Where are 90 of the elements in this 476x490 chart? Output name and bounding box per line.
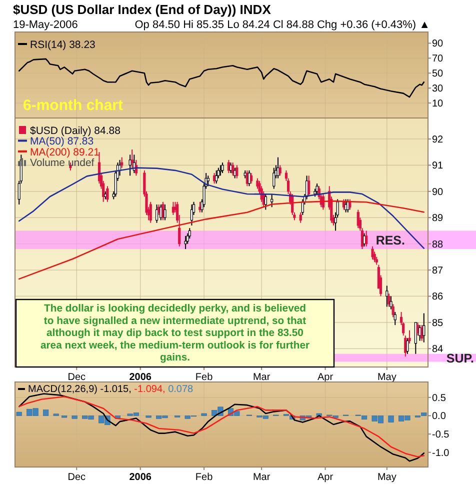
- candlestick: [155, 204, 158, 224]
- chart-subtitle: 19-May-2006: [13, 19, 78, 31]
- candlestick: [270, 194, 274, 208]
- candlestick: [219, 164, 222, 176]
- y-tick-label: 89: [432, 213, 444, 224]
- candlestick: [206, 175, 210, 187]
- x-tick-label: Feb: [195, 472, 214, 483]
- candlestick: [371, 246, 374, 260]
- candlestick: [388, 293, 390, 308]
- x-tick-label: May: [377, 472, 396, 483]
- legend-label: MA(200) 89.21: [30, 146, 100, 158]
- note-box: The dollar is looking decidedly perky, and is believed to have signalled a new intermediate uptrend, so that although it may dip back to test support in the 83.50 area next week, the medium-term outlook is for further gains.: [15, 298, 335, 368]
- candlestick: [120, 156, 124, 168]
- x-tick-label: Apr: [317, 372, 334, 383]
- legend-label: $USD (Daily) 84.88: [30, 125, 121, 137]
- y-tick-label: 92: [432, 134, 444, 146]
- candlestick: [299, 212, 302, 224]
- candlestick: [164, 204, 166, 221]
- candlestick: [406, 338, 409, 354]
- y-tick-label: -0.5: [432, 430, 450, 441]
- x-tick-label: May: [377, 372, 396, 383]
- candlestick: [236, 164, 238, 179]
- y-tick-label: 87: [432, 266, 444, 277]
- legend-label: MA(50) 87.83: [30, 136, 94, 148]
- candlestick: [278, 164, 282, 176]
- annotation: 6-month chart: [23, 97, 124, 114]
- x-tick-label: 2006: [129, 372, 152, 383]
- candlestick: [390, 296, 392, 310]
- candlestick: [394, 311, 396, 326]
- y-tick-label: 10: [432, 98, 444, 110]
- bar: [43, 410, 49, 416]
- y-tick-label: 88: [432, 239, 444, 250]
- candlestick: [232, 162, 234, 176]
- y-tick-label: -1.0: [432, 448, 450, 459]
- bar: [316, 413, 322, 416]
- y-tick-label: 86: [432, 292, 444, 303]
- candlestick: [130, 148, 134, 168]
- bar: [388, 416, 394, 422]
- candlestick: [256, 178, 259, 190]
- annotation: Volume undef: [30, 157, 94, 170]
- x-tick-label: Apr: [317, 472, 334, 483]
- text: Op 84.50 Hi 85.35 Lo 84.24 Cl 84.88 Chg +0.36 (+0.43%) ▲: [134, 19, 430, 31]
- candlestick: [356, 209, 360, 229]
- candlestick: [184, 235, 187, 250]
- text: -1.094,: [131, 384, 166, 395]
- candlestick: [264, 194, 267, 210]
- bar: [16, 412, 22, 416]
- candlestick: [416, 322, 420, 336]
- y-tick-label: 90: [432, 186, 444, 198]
- legend-label: RSI(14) 38.23: [30, 39, 96, 51]
- candlestick: [276, 156, 280, 179]
- y-tick-label: 0.5: [432, 392, 446, 404]
- y-tick-label: 70: [432, 54, 444, 65]
- bar: [201, 413, 207, 416]
- y-tick-label: 30: [432, 84, 444, 95]
- y-tick-label: 85: [432, 318, 444, 329]
- candlestick: [250, 172, 253, 184]
- candlestick: [386, 285, 388, 308]
- annotation: The dollar is looking decidedly perky, and is believed to have signalled a new intermediate uptrend, so that although it may dip back to test support in the 83.50 area next week, the medium-term outlook is for further gains.: [40, 304, 310, 364]
- bar: [72, 416, 78, 419]
- legend-label: MACD(12,26,9) -1.015,: [28, 384, 132, 395]
- candlestick: [106, 186, 109, 202]
- y-tick-label: 91: [432, 160, 444, 172]
- candlestick: [190, 204, 194, 226]
- candlestick: [162, 201, 164, 221]
- x-tick-label: Dec: [68, 372, 86, 383]
- candlestick: [221, 162, 224, 174]
- y-tick-label: 84: [432, 344, 444, 356]
- x-tick-label: 2006: [129, 472, 152, 483]
- band-label: SUP.: [446, 351, 474, 366]
- band-label: RES.: [376, 233, 405, 248]
- x-tick-label: Mar: [252, 472, 271, 483]
- candlestick: [272, 167, 276, 190]
- line-series: [18, 58, 425, 98]
- candlestick: [128, 154, 132, 176]
- candlestick: [248, 170, 251, 187]
- y-tick-label: 90: [432, 38, 444, 50]
- candlestick: [365, 230, 368, 247]
- candlestick: [422, 312, 426, 343]
- candlestick: [308, 175, 310, 198]
- candlestick: [316, 183, 318, 195]
- y-tick-label: 50: [432, 68, 444, 80]
- x-tick-label: Mar: [252, 372, 271, 383]
- chart-title: $USD (US Dollar Index (End of Day)) INDX: [13, 2, 272, 17]
- candlestick: [215, 170, 218, 184]
- y-tick-label: 0.0: [432, 411, 446, 422]
- text: 0.078: [165, 384, 194, 395]
- candlestick: [392, 304, 394, 318]
- x-tick-label: Dec: [68, 472, 86, 483]
- x-tick-label: Feb: [195, 372, 214, 383]
